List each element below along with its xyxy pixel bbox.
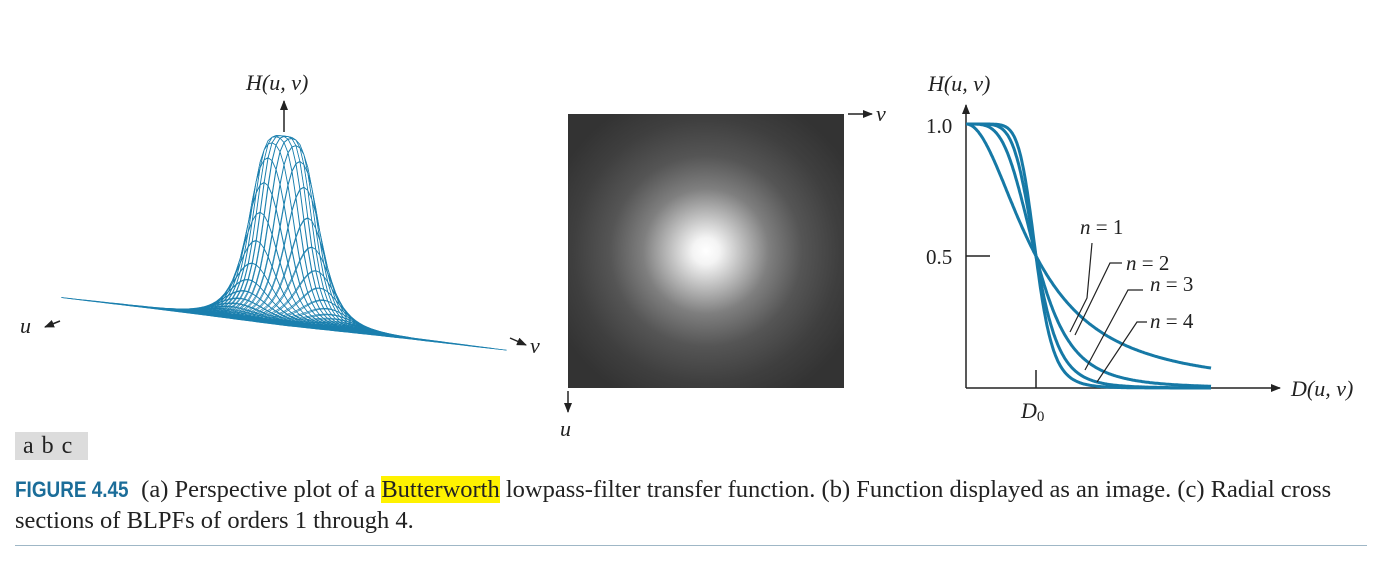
n3-var: n <box>1150 272 1161 296</box>
n1-rest: = 1 <box>1091 215 1124 239</box>
n4-var: n <box>1150 309 1161 333</box>
curve-n1 <box>966 122 1212 370</box>
n-label-4: n = 4 <box>1150 309 1194 333</box>
curve-n4 <box>966 122 1211 390</box>
caption-highlight: Butterworth <box>381 476 500 503</box>
y-tick-label-05: 0.5 <box>926 245 952 269</box>
panel-c: H(u, v) 1.0 0.5 D0 D(u, v) n = 1 n = 2 n… <box>926 71 1353 425</box>
panel-a-v-axis-arrow <box>509 337 527 346</box>
mesh-v-lines <box>61 135 507 351</box>
n-label-1: n = 1 <box>1080 215 1123 239</box>
panel-a: H(u, v) u v <box>20 70 540 358</box>
d0-main: D <box>1020 398 1037 423</box>
panel-c-y-axis-label: H(u, v) <box>927 71 990 96</box>
panel-a-v-label: v <box>530 333 540 358</box>
curve-n3 <box>966 122 1211 390</box>
x-tick-label-d0: D0 <box>1020 398 1044 425</box>
panel-a-u-label: u <box>20 313 31 338</box>
panel-tag-a: a <box>23 432 34 459</box>
curve-n2 <box>966 122 1212 388</box>
caption-part1: (a) Perspective plot of a <box>135 476 382 503</box>
n-label-3: n = 3 <box>1150 272 1193 296</box>
figure-caption: FIGURE 4.45 (a) Perspective plot of a Bu… <box>15 474 1385 536</box>
n3-rest: = 3 <box>1161 272 1194 296</box>
blpf-image <box>568 114 844 388</box>
n-label-2: n = 2 <box>1126 251 1169 275</box>
panel-tag-b: b <box>41 432 54 459</box>
leader-n4 <box>1096 321 1147 383</box>
caption-part2: lowpass-filter transfer function. (b) Fu… <box>15 476 1332 534</box>
figure-label: FIGURE 4.45 <box>15 477 129 502</box>
butterworth-curves <box>966 122 1212 390</box>
n-label-leaders <box>1069 242 1147 383</box>
butterworth-mesh-surface <box>61 135 507 351</box>
panel-b: v u <box>560 101 886 441</box>
leader-n1 <box>1069 242 1093 333</box>
d0-sub: 0 <box>1037 409 1045 425</box>
panel-a-z-label: H(u, v) <box>245 70 308 95</box>
n2-rest: = 2 <box>1137 251 1170 275</box>
caption-divider <box>15 545 1367 546</box>
panel-c-x-axis-label: D(u, v) <box>1290 376 1353 401</box>
panel-tag-c: c <box>61 432 73 459</box>
panel-b-v-label: v <box>876 101 886 126</box>
leader-n2 <box>1074 262 1122 336</box>
n1-var: n <box>1080 215 1091 239</box>
n4-rest: = 4 <box>1161 309 1194 333</box>
y-tick-label-1: 1.0 <box>926 114 952 138</box>
leader-n3 <box>1084 289 1143 371</box>
panel-a-u-axis-arrow <box>44 319 61 328</box>
panel-tags: a b c <box>15 432 89 460</box>
n2-var: n <box>1126 251 1137 275</box>
panel-b-u-label: u <box>560 416 571 441</box>
